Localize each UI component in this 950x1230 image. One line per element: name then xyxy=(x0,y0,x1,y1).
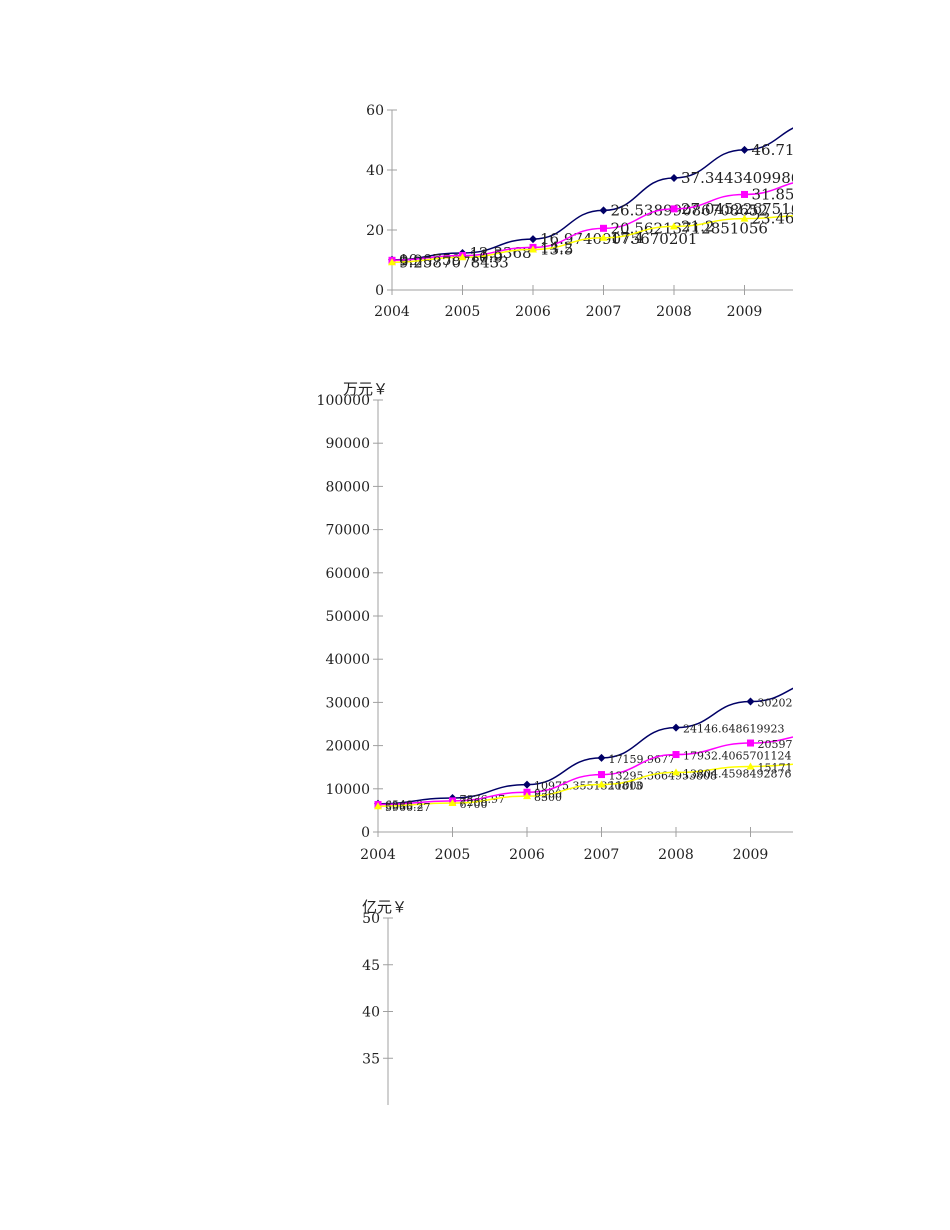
y-tick-label: 30000 xyxy=(325,695,370,711)
series-3-point xyxy=(448,799,457,807)
series-3-point xyxy=(523,792,531,800)
y-tick-label: 70000 xyxy=(325,523,370,539)
x-tick-label: 2008 xyxy=(656,304,692,320)
series-2-point xyxy=(747,739,754,747)
y-tick-label: 35 xyxy=(362,1051,380,1067)
series-2-point xyxy=(741,190,748,198)
series-2-point xyxy=(670,205,678,213)
data-label: 6700 xyxy=(460,798,488,811)
data-label: 8300 xyxy=(534,791,562,804)
series-1-point xyxy=(599,206,608,215)
y-tick-label: 45 xyxy=(362,958,380,974)
series-3-point xyxy=(529,245,537,253)
data-label: 9.9 xyxy=(399,251,423,269)
series-3-point xyxy=(740,214,749,222)
data-label: 16.97409075670201 xyxy=(540,230,697,248)
y-tick-label: 80000 xyxy=(325,479,370,495)
y-tick-label: 60000 xyxy=(325,566,370,582)
series-3-point xyxy=(458,253,467,261)
data-label: 31.85 xyxy=(752,185,795,203)
y-tick-label: 50000 xyxy=(325,609,370,625)
y-tick-label: 10000 xyxy=(325,782,370,798)
y-tick-label: 60 xyxy=(366,103,384,119)
series-2-point xyxy=(600,224,607,232)
chart-3-unit-label: 亿元￥ xyxy=(362,898,407,916)
series-1-point xyxy=(746,697,755,706)
x-tick-label: 2009 xyxy=(727,304,763,320)
series-3-point xyxy=(670,222,678,230)
x-tick-label: 2007 xyxy=(584,847,620,863)
y-tick-label: 40000 xyxy=(325,652,370,668)
data-label: 46.71 xyxy=(752,141,795,159)
x-tick-label: 2007 xyxy=(586,304,622,320)
x-tick-label: 2004 xyxy=(360,847,396,863)
x-tick-label: 2005 xyxy=(445,304,481,320)
data-label: 30202. xyxy=(758,697,797,710)
data-label: 9200 xyxy=(534,787,562,800)
series-3-point xyxy=(746,762,755,770)
data-label: 21.2 xyxy=(681,217,714,235)
series-3-point xyxy=(672,768,680,776)
series-1-point xyxy=(670,173,678,182)
series-3-point xyxy=(388,258,396,266)
data-label: 37.3443409986 xyxy=(681,169,800,187)
series-1-point xyxy=(529,235,537,244)
series-3-point xyxy=(599,233,608,241)
series-2-point xyxy=(672,751,680,759)
data-label: 13804.4598492876 xyxy=(683,767,791,780)
x-tick-label: 2006 xyxy=(509,847,545,863)
data-label: 13.5 xyxy=(540,241,573,259)
data-label: 10975.3551320813 xyxy=(534,780,642,793)
x-tick-label: 2009 xyxy=(733,847,769,863)
series-1-point xyxy=(597,753,606,762)
data-label: 20.56213712851056 xyxy=(611,219,768,237)
y-tick-label: 50 xyxy=(362,911,380,927)
x-tick-label: 2005 xyxy=(435,847,471,863)
data-label: 17932.4065701124 xyxy=(683,750,791,763)
data-label: 23.46 xyxy=(752,210,795,228)
data-label: 11000 xyxy=(609,779,644,792)
series-1-point xyxy=(672,723,680,732)
chart-2-unit-label: 万元￥ xyxy=(343,380,388,398)
y-tick-label: 0 xyxy=(361,825,370,841)
data-label: 9.2587078433 xyxy=(399,253,509,271)
series-3-point xyxy=(597,780,606,788)
y-tick-label: 20000 xyxy=(325,739,370,755)
data-label: 17.4 xyxy=(611,229,644,247)
data-label: 24146.648619923 xyxy=(683,723,784,736)
data-label: 27.0452267516 xyxy=(681,200,800,218)
y-tick-label: 0 xyxy=(375,283,384,299)
x-tick-label: 2004 xyxy=(374,304,410,320)
y-tick-label: 20 xyxy=(366,223,384,239)
series-1-point xyxy=(523,780,531,789)
y-tick-label: 40 xyxy=(362,1005,380,1021)
chart-3: 亿元￥ 35 40 45 50 xyxy=(362,898,407,1105)
data-label: 15171. xyxy=(758,761,797,774)
data-label: 10.9 xyxy=(470,248,503,266)
y-tick-label: 40 xyxy=(366,163,384,179)
series-3-point xyxy=(374,802,382,810)
data-label: 5966.27 xyxy=(385,801,431,814)
data-label: 20597. xyxy=(758,738,797,751)
series-2-point xyxy=(598,771,605,779)
y-tick-label: 90000 xyxy=(325,436,370,452)
y-tick-label: 100000 xyxy=(317,393,370,409)
series-1-point xyxy=(740,145,749,154)
x-tick-label: 2008 xyxy=(658,847,694,863)
data-label: 26.53899086708652 xyxy=(611,201,768,219)
x-tick-label: 2006 xyxy=(515,304,551,320)
chart-2: 万元￥ 0 10000 20000 30000 40000 50000 60000 70000… xyxy=(317,380,797,863)
